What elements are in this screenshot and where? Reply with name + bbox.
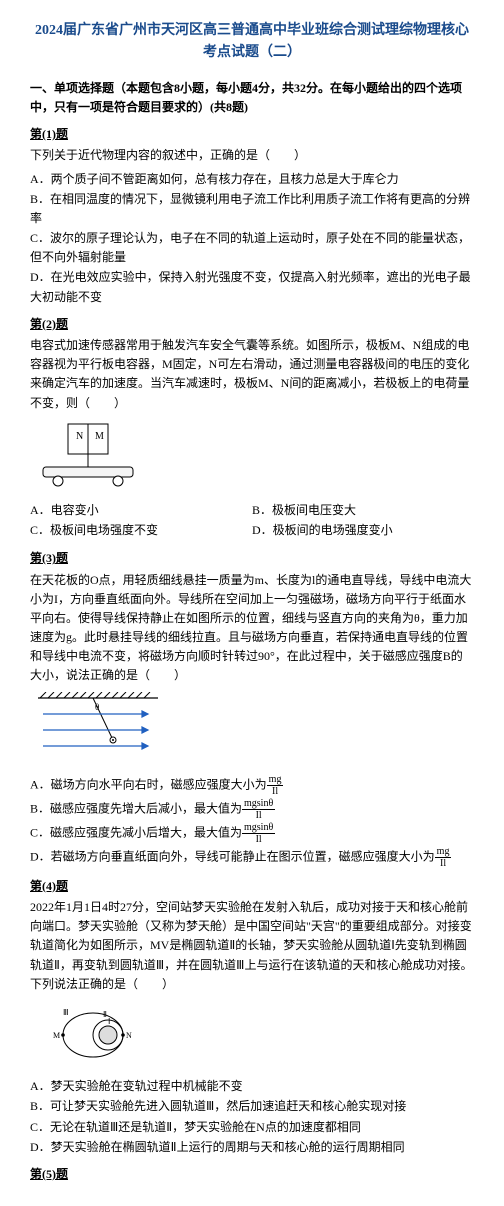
q2-opt-c: C．极板间电场强度不变 [30,521,252,540]
q3-opt-a: A．磁场方向水平向右时，磁感应强度大小为mgIl [30,774,474,797]
q2-diagram: N M [38,419,474,495]
svg-text:Ⅲ: Ⅲ [63,1008,69,1017]
q4-opt-a: A．梦天实验舱在变轨过程中机械能不变 [30,1077,474,1096]
q1-opt-a: A．两个质子间不管距离如何，总有核力存在，且核力总是大于库仑力 [30,170,474,189]
q4-opt-d: D．梦天实验舱在椭圆轨道Ⅱ上运行的周期与天和核心舱的运行周期相同 [30,1138,474,1157]
q4-stem: 2022年1月1日4时27分，空间站梦天实验舱在发射入轨后，成功对接于天和核心舱… [30,898,474,994]
svg-text:Ⅱ: Ⅱ [103,1010,107,1019]
q3-stem: 在天花板的O点，用轻质细线悬挂一质量为m、长度为l的通电直导线，导线中电流大小为… [30,571,474,686]
q3-label: 第(3)题 [30,549,474,568]
q1-opt-d: D．在光电效应实验中，保持入射光强度不变，仅提高入射光频率，遮出的光电子最大初动… [30,268,474,306]
q4-label: 第(4)题 [30,877,474,896]
q3-opt-b: B．磁感应强度先增大后减小，最大值为mgsinθIl [30,798,474,821]
q2-options: A．电容变小 B．极板间电压变大 C．极板间电场强度不变 D．极板间的电场强度变… [30,501,474,541]
q2-stem: 电容式加速传感器常用于触发汽车安全气囊等系统。如图所示，极板M、N组成的电容器视… [30,336,474,413]
q3-opt-c: C．磁感应强度先减小后增大，最大值为mgsinθIl [30,822,474,845]
svg-text:θ: θ [95,702,99,712]
q2-opt-d: D．极板间的电场强度变小 [252,521,474,540]
svg-text:M: M [53,1031,60,1040]
svg-text:Ⅰ: Ⅰ [108,1017,110,1026]
svg-text:N: N [76,431,83,442]
section1-heading: 一、单项选择题（本题包含8小题，每小题4分，共32分。在每小题给出的四个选项中，… [30,79,474,117]
q3-opt-d: D．若磁场方向垂直纸面向外，导线可能静止在图示位置，磁感应强度大小为mgIl [30,846,474,869]
q4-diagram: N M Ⅱ Ⅰ Ⅲ [38,1000,474,1071]
q1-stem: 下列关于近代物理内容的叙述中，正确的是（ ） [30,146,474,165]
q1-opt-c: C．波尔的原子理论认为，电子在不同的轨道上运动时，原子处在不同的能量状态，但不向… [30,229,474,267]
q1-label: 第(1)题 [30,125,474,144]
svg-text:M: M [95,431,104,442]
q3-diagram: θ [38,692,474,768]
q3-options: A．磁场方向水平向右时，磁感应强度大小为mgIl B．磁感应强度先增大后减小，最… [30,774,474,869]
q4-options: A．梦天实验舱在变轨过程中机械能不变 B．可让梦天实验舱先进入圆轨道Ⅲ，然后加速… [30,1077,474,1157]
q1-opt-b: B．在相同温度的情况下，显微镜利用电子流工作比利用质子流工作将有更高的分辨率 [30,190,474,228]
q2-label: 第(2)题 [30,315,474,334]
q1-options: A．两个质子间不管距离如何，总有核力存在，且核力总是大于库仑力 B．在相同温度的… [30,170,474,307]
q4-opt-c: C．无论在轨道Ⅲ还是轨道Ⅱ，梦天实验舱在N点的加速度都相同 [30,1118,474,1137]
q2-opt-a: A．电容变小 [30,501,252,520]
svg-text:N: N [126,1031,132,1040]
q5-label: 第(5)题 [30,1165,474,1184]
q4-opt-b: B．可让梦天实验舱先进入圆轨道Ⅲ，然后加速追赶天和核心舱实现对接 [30,1097,474,1116]
exam-title: 2024届广东省广州市天河区高三普通高中毕业班综合测试理综物理核心考点试题（二） [30,20,474,65]
q2-opt-b: B．极板间电压变大 [252,501,474,520]
